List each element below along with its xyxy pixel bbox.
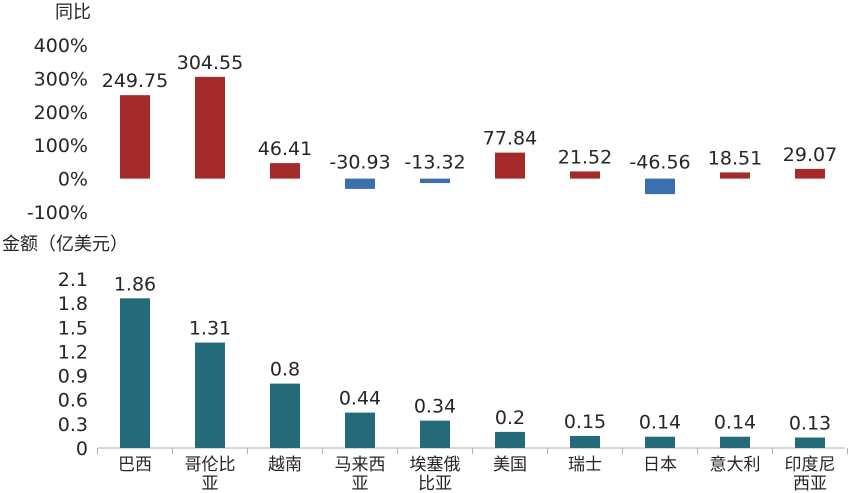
yoy-ytick-label: 100% bbox=[34, 135, 88, 157]
yoy-bar bbox=[420, 178, 450, 184]
amount-ytick-label: 0.9 bbox=[58, 366, 88, 388]
yoy-data-label: 77.84 bbox=[483, 128, 537, 150]
category-label: 西亚 bbox=[793, 474, 827, 493]
yoy-data-label: 249.75 bbox=[102, 70, 168, 92]
amount-bar bbox=[570, 435, 600, 448]
amount-bar bbox=[195, 342, 225, 448]
amount-data-label: 0.2 bbox=[495, 407, 525, 429]
yoy-bar bbox=[345, 178, 375, 189]
yoy-ytick-label: 200% bbox=[34, 102, 88, 124]
amount-data-label: 0.15 bbox=[564, 411, 606, 433]
yoy-bar bbox=[495, 152, 525, 179]
yoy-bar bbox=[795, 168, 825, 179]
yoy-bar bbox=[270, 163, 300, 179]
amount-data-label: 0.14 bbox=[714, 412, 756, 434]
yoy-data-label: -46.56 bbox=[629, 152, 690, 174]
yoy-bar bbox=[120, 95, 150, 179]
amount-bar bbox=[720, 436, 750, 448]
amount-ytick-label: 1.8 bbox=[58, 293, 88, 315]
yoy-data-label: -13.32 bbox=[404, 152, 465, 174]
amount-data-label: 0.34 bbox=[414, 396, 456, 418]
amount-data-label: 0.8 bbox=[270, 359, 300, 381]
amount-ytick-label: 0.6 bbox=[58, 390, 88, 412]
amount-data-label: 0.44 bbox=[339, 388, 381, 410]
yoy-bar bbox=[720, 172, 750, 179]
category-label: 美国 bbox=[493, 455, 527, 475]
category-label: 马来西 bbox=[335, 455, 386, 475]
yoy-ytick-label: 300% bbox=[34, 68, 88, 90]
amount-bar bbox=[795, 437, 825, 448]
amount-bar bbox=[345, 412, 375, 448]
category-label: 印度尼 bbox=[785, 455, 836, 475]
category-label: 日本 bbox=[643, 455, 677, 475]
category-label: 比亚 bbox=[418, 474, 452, 493]
category-label: 哥伦比 bbox=[185, 455, 236, 475]
yoy-ytick-label: 0% bbox=[58, 169, 88, 191]
yoy-data-label: 18.51 bbox=[708, 147, 762, 169]
yoy-data-label: 46.41 bbox=[258, 138, 312, 160]
yoy-chart: 400% 300% 200% 100% 0% -100% 249.75 304.55 46.41… bbox=[27, 35, 837, 224]
category-label: 巴西 bbox=[118, 455, 152, 475]
amount-bar bbox=[420, 420, 450, 448]
yoy-data-label: 29.07 bbox=[783, 144, 837, 166]
amount-chart: 2.11.81.51.20.90.60.301.86巴西1.31哥伦比亚0.8越… bbox=[58, 269, 848, 493]
bottom-chart-ylabel: 金额（亿美元） bbox=[2, 234, 128, 255]
amount-data-label: 1.86 bbox=[114, 273, 156, 295]
yoy-ytick-label: 400% bbox=[34, 35, 88, 57]
category-label: 瑞士 bbox=[568, 455, 602, 475]
amount-ytick-label: 0.3 bbox=[58, 414, 88, 436]
yoy-bar bbox=[195, 76, 225, 179]
category-label: 亚 bbox=[202, 474, 219, 493]
amount-bar bbox=[645, 436, 675, 448]
amount-data-label: 0.14 bbox=[639, 412, 681, 434]
amount-data-label: 1.31 bbox=[189, 318, 231, 340]
category-label: 意大利 bbox=[710, 455, 761, 475]
amount-ytick-label: 1.5 bbox=[58, 317, 88, 339]
amount-data-label: 0.13 bbox=[789, 413, 831, 435]
category-label: 越南 bbox=[268, 455, 302, 475]
amount-ytick-label: 1.2 bbox=[58, 341, 88, 363]
yoy-data-label: 304.55 bbox=[177, 52, 243, 74]
yoy-data-label: -30.93 bbox=[329, 152, 390, 174]
yoy-bar bbox=[570, 171, 600, 179]
amount-bar bbox=[270, 383, 300, 448]
category-label: 亚 bbox=[352, 474, 369, 493]
amount-bar bbox=[120, 298, 150, 448]
yoy-ytick-label: -100% bbox=[27, 202, 88, 224]
yoy-bar bbox=[645, 178, 675, 195]
amount-ytick-label: 0 bbox=[76, 438, 88, 460]
yoy-data-label: 21.52 bbox=[558, 146, 612, 168]
top-chart-ylabel: 同比 bbox=[55, 2, 91, 23]
amount-bar bbox=[495, 431, 525, 448]
amount-ytick-label: 2.1 bbox=[58, 269, 88, 291]
category-label: 埃塞俄 bbox=[410, 455, 461, 475]
